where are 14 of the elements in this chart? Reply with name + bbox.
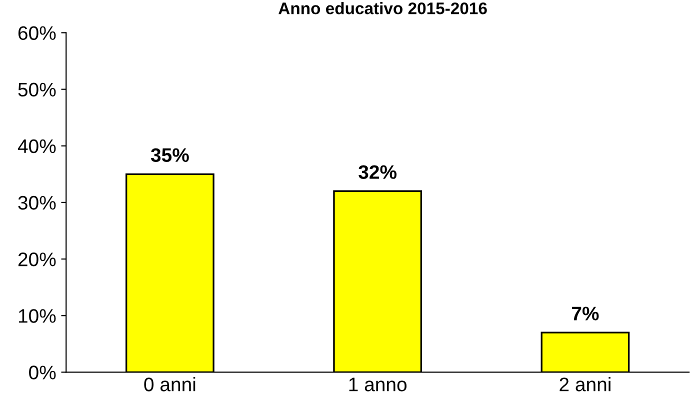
y-tick-label: 20% [18, 252, 56, 266]
data-label: 35% [150, 148, 189, 162]
data-label: 32% [358, 165, 397, 179]
chart-title: Anno educativo 2015-2016 [278, 2, 487, 14]
x-tick-label: 1 anno [349, 378, 407, 392]
x-tick-label: 2 anni [560, 377, 610, 392]
y-tick-label: 40% [18, 139, 56, 154]
y-tick-label: 50% [18, 82, 56, 97]
x-tick-label: 0 anni [144, 377, 196, 392]
y-tick-label: 30% [18, 196, 56, 210]
y-tick-label: 0% [29, 366, 56, 380]
y-tick-label: 10% [18, 309, 56, 323]
y-tick-label: 60% [18, 26, 56, 40]
data-label: 7% [572, 306, 599, 320]
